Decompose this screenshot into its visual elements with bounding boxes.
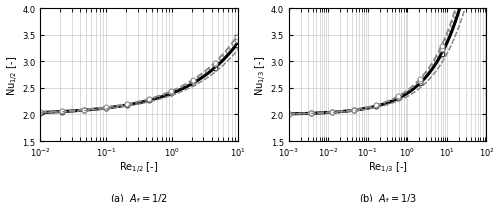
Y-axis label: Nu$_{1/2}$ [-]: Nu$_{1/2}$ [-] bbox=[6, 55, 20, 95]
Text: (b)  $A_{\mathrm{f}} = 1/3$: (b) $A_{\mathrm{f}} = 1/3$ bbox=[358, 192, 416, 202]
X-axis label: Re$_{1/3}$ [-]: Re$_{1/3}$ [-] bbox=[368, 160, 408, 175]
X-axis label: Re$_{1/2}$ [-]: Re$_{1/2}$ [-] bbox=[120, 160, 158, 175]
Text: (a)  $A_{\mathrm{f}} = 1/2$: (a) $A_{\mathrm{f}} = 1/2$ bbox=[110, 192, 168, 202]
Y-axis label: Nu$_{1/3}$ [-]: Nu$_{1/3}$ [-] bbox=[254, 55, 270, 95]
